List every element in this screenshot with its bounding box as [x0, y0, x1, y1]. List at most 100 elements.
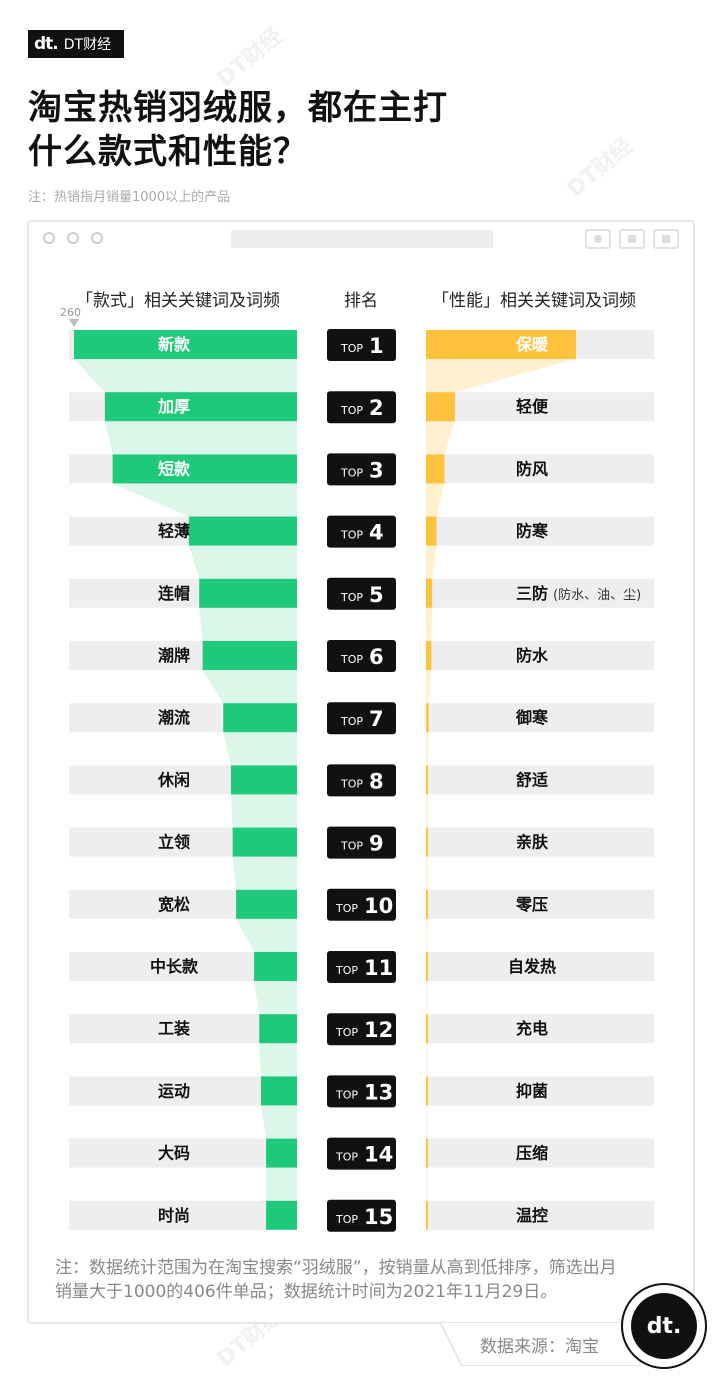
- share-icon: [619, 229, 645, 249]
- brand-badge: dt.: [621, 1283, 707, 1369]
- performance-label: 舒适: [516, 770, 548, 789]
- style-row-bg: [69, 1076, 297, 1106]
- top-note: 注：热销指月销量1000以上的产品: [28, 190, 231, 205]
- style-label: 中长款: [150, 957, 199, 976]
- window-minimize-icon: [67, 232, 79, 244]
- rank-number: 7: [369, 707, 384, 731]
- rank-badge: [327, 764, 396, 797]
- performance-label: 亲肤: [516, 833, 549, 852]
- style-label: 工装: [158, 1019, 190, 1038]
- style-bar: [236, 889, 297, 919]
- style-bar: [104, 392, 297, 422]
- rank-prefix: TOP: [340, 466, 363, 479]
- performance-bar: [426, 330, 576, 359]
- window-maximize-icon: [91, 232, 103, 244]
- style-label: 轻薄: [158, 522, 190, 541]
- rank-prefix: TOP: [340, 591, 363, 604]
- style-bar: [202, 641, 297, 670]
- rank-number: 5: [369, 583, 384, 607]
- rank-prefix: TOP: [335, 964, 358, 977]
- performance-bar: [426, 827, 428, 857]
- rank-badge: [327, 391, 396, 424]
- rank-badge: [327, 329, 396, 361]
- performance-row-bg: [426, 703, 654, 733]
- style-label: 新款: [158, 335, 191, 354]
- performance-label: 三防: [516, 584, 548, 603]
- performance-row-bg: [426, 641, 654, 670]
- style-funnel-shape: [74, 330, 297, 1230]
- style-bar: [232, 827, 297, 857]
- rank-badge: [327, 1075, 396, 1108]
- style-label: 潮牌: [158, 646, 190, 665]
- record-icon: [585, 229, 611, 249]
- rank-badge: [327, 1199, 396, 1232]
- center-header: 排名: [344, 291, 378, 311]
- performance-bar: [426, 1014, 428, 1044]
- performance-label: 自发热: [508, 957, 556, 976]
- bottom-note: 注：数据统计范围为在淘宝搜索“羽绒服”，按销量从高到低排序，筛选出月销量大于10…: [55, 1258, 617, 1302]
- performance-bar: [426, 1200, 428, 1230]
- performance-row-bg: [426, 454, 654, 484]
- performance-bar: [426, 889, 428, 919]
- rank-badge: [327, 453, 396, 486]
- rank-number: 8: [369, 769, 384, 793]
- style-label: 短款: [158, 459, 191, 478]
- rank-prefix: TOP: [335, 1151, 358, 1164]
- rank-number: 10: [364, 894, 393, 918]
- rank-badge: [327, 888, 396, 921]
- rank-prefix: TOP: [340, 715, 363, 728]
- rank-number: 11: [364, 956, 393, 980]
- performance-row-bg: [426, 1076, 654, 1106]
- style-bar: [199, 578, 297, 608]
- performance-bar: [426, 1138, 428, 1168]
- right-header: 「性能」相关关键词及词频: [432, 291, 636, 311]
- window-titlebar: [29, 222, 693, 256]
- style-label: 宽松: [158, 895, 190, 914]
- performance-bar: [426, 641, 432, 670]
- performance-bar: [426, 516, 437, 546]
- rank-number: 15: [364, 1205, 393, 1229]
- style-label: 时尚: [158, 1206, 190, 1225]
- style-bar: [188, 516, 297, 546]
- performance-label: 压缩: [516, 1144, 548, 1163]
- style-bar: [266, 1200, 297, 1230]
- style-label: 立领: [158, 833, 190, 852]
- rank-prefix: TOP: [340, 840, 363, 853]
- performance-bar: [426, 392, 455, 422]
- performance-label: 零压: [515, 895, 548, 914]
- rank-number: 3: [369, 458, 384, 482]
- brand-name: DT财经: [63, 37, 112, 53]
- rank-prefix: TOP: [340, 404, 363, 417]
- rank-number: 4: [369, 521, 384, 545]
- rank-number: 9: [369, 832, 384, 856]
- style-row-bg: [69, 1138, 297, 1168]
- data-source: 数据来源：淘宝: [480, 1337, 599, 1357]
- style-bar: [260, 1076, 297, 1106]
- style-row-bg: [69, 1200, 297, 1230]
- performance-bar: [426, 765, 428, 795]
- performance-sublabel: (防水、油、尘): [553, 587, 641, 603]
- rank-prefix: TOP: [335, 902, 358, 915]
- brand-logo: dt. DT财经: [28, 30, 124, 58]
- performance-label: 保暖: [515, 335, 549, 354]
- style-label: 加厚: [157, 397, 190, 416]
- page-title: 淘宝热销羽绒服，都在主打 什么款式和性能？: [28, 86, 588, 174]
- address-bar: [231, 230, 493, 248]
- rank-prefix: TOP: [340, 777, 363, 790]
- rank-badge: [327, 951, 396, 983]
- style-bar: [230, 765, 297, 795]
- performance-label: 御寒: [515, 708, 549, 727]
- performance-label: 抑菌: [516, 1081, 548, 1100]
- performance-label: 防水: [516, 646, 549, 665]
- performance-label: 充电: [516, 1019, 548, 1038]
- rank-badge: [327, 577, 396, 610]
- rank-badge: [327, 1013, 396, 1046]
- performance-bar: [426, 952, 428, 981]
- style-bar: [266, 1138, 297, 1168]
- rank-number: 13: [364, 1080, 393, 1104]
- performance-label: 轻便: [516, 397, 549, 416]
- style-label: 运动: [158, 1081, 190, 1100]
- performance-label: 防风: [516, 459, 548, 478]
- source-tab-shape: [440, 1322, 640, 1366]
